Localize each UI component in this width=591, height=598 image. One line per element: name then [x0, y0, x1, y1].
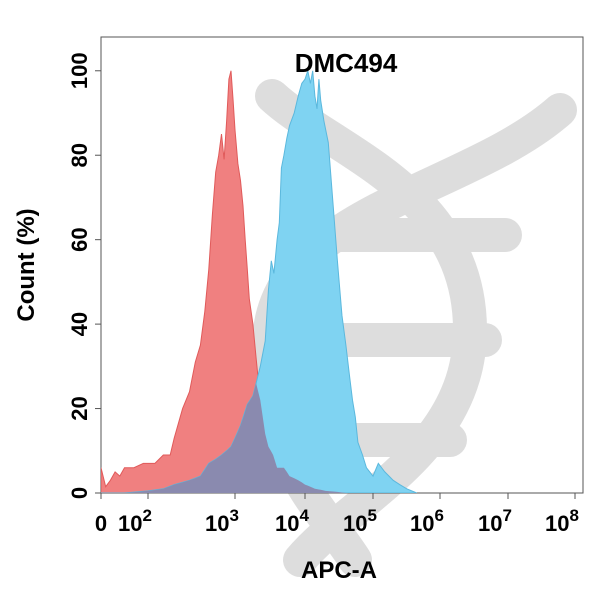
x-tick-label: 105 — [343, 506, 377, 536]
x-axis-title: APC-A — [301, 557, 377, 584]
x-tick-label: 106 — [410, 506, 444, 536]
x-tick-label: 104 — [275, 506, 309, 536]
y-tick-label: 40 — [67, 312, 92, 336]
histogram-area-2 — [101, 68, 417, 493]
x-tick-label: 107 — [478, 506, 512, 536]
y-tick-label: 20 — [67, 396, 92, 420]
histogram-overlap-area — [101, 383, 417, 493]
x-tick-label: 108 — [545, 506, 579, 536]
y-tick-label: 80 — [67, 143, 92, 167]
chart-title: DMC494 — [295, 48, 398, 78]
y-tick-label: 60 — [67, 227, 92, 251]
y-axis-title: Count (%) — [13, 208, 40, 321]
x-tick-label: 0 — [95, 511, 107, 536]
y-tick-label: 0 — [67, 487, 92, 499]
y-tick-label: 100 — [67, 52, 92, 89]
x-tick-label: 103 — [205, 506, 239, 536]
x-tick-label: 102 — [118, 506, 152, 536]
